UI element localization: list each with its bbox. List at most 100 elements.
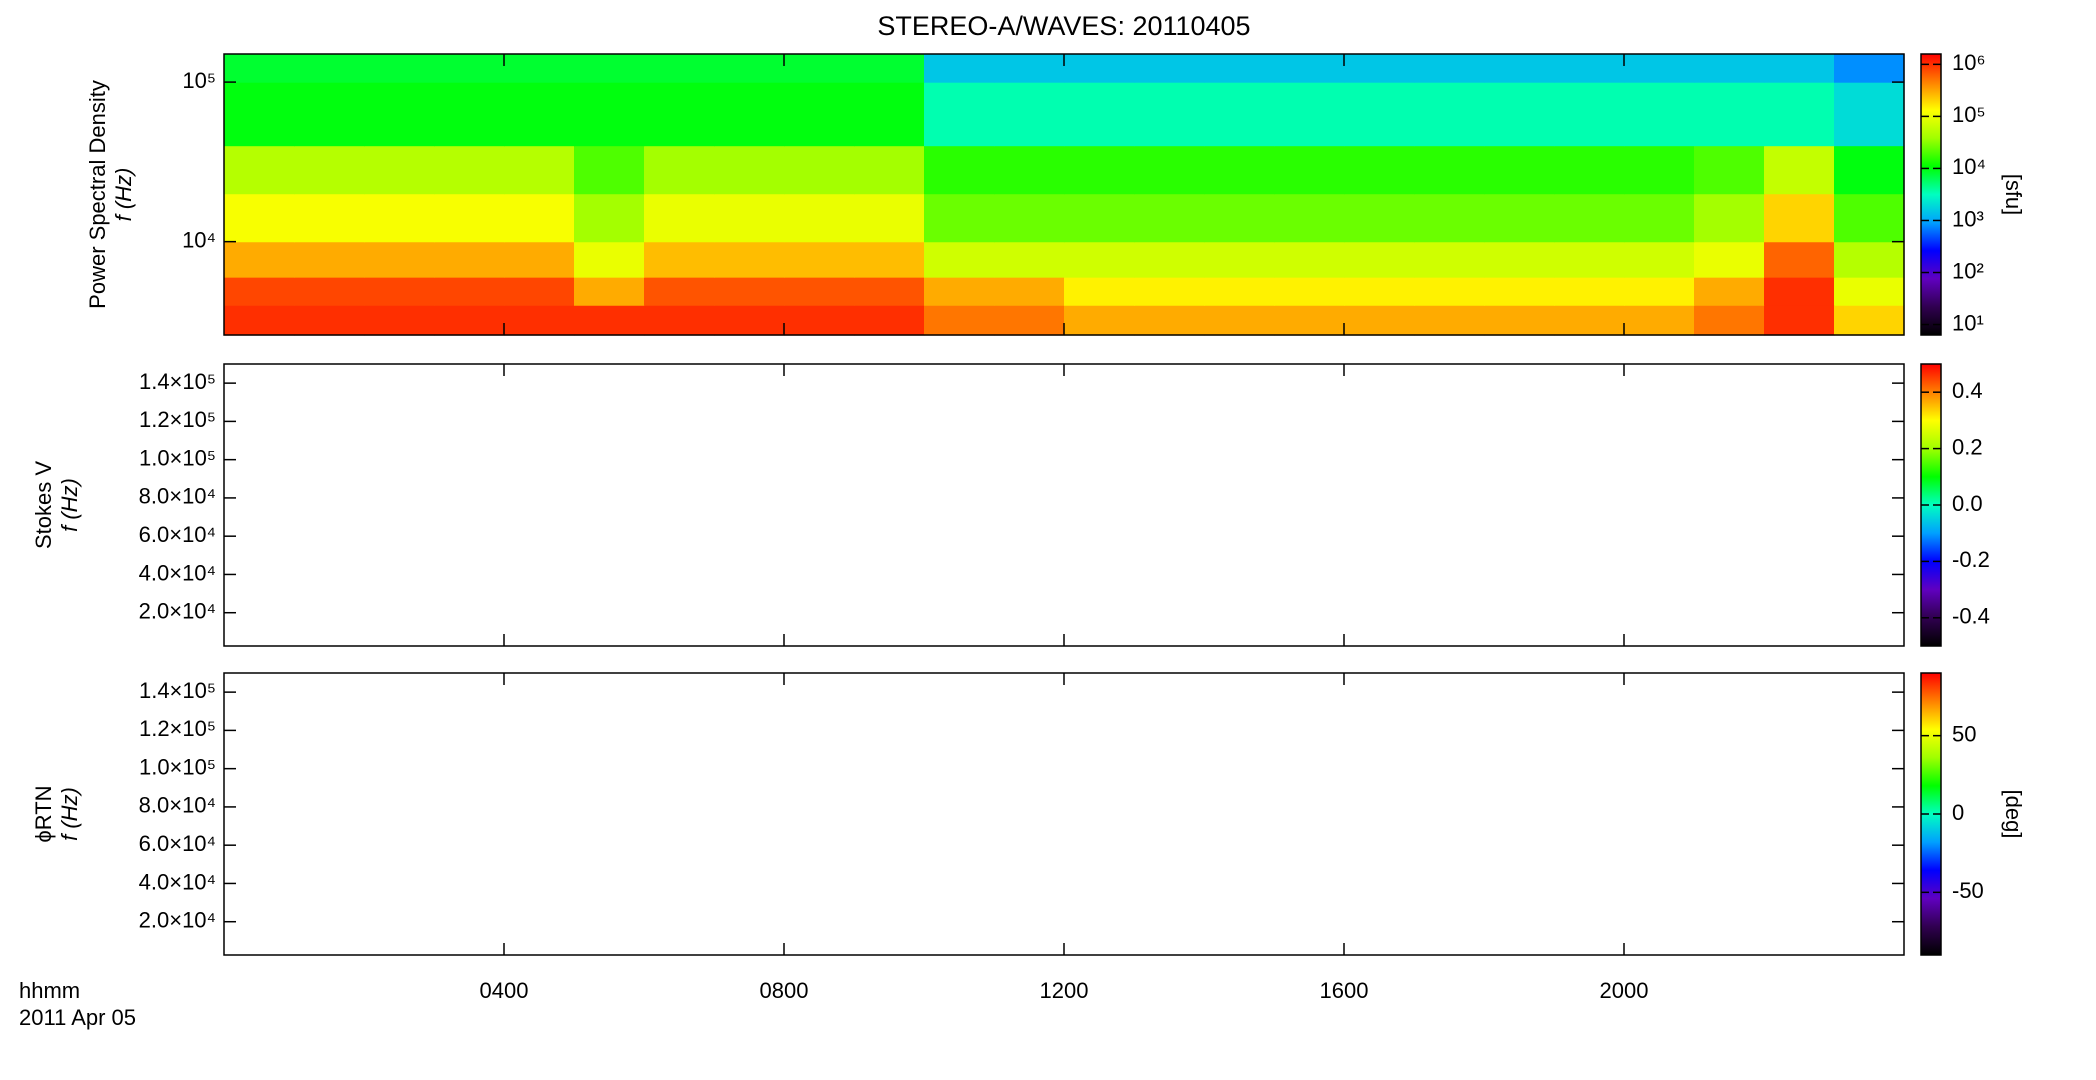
heat-cell	[994, 241, 1065, 278]
heat-cell	[644, 54, 715, 83]
heat-cell	[364, 193, 435, 243]
heat-cell	[1344, 241, 1415, 278]
heat-cell	[854, 241, 925, 278]
heat-cell	[1484, 193, 1555, 243]
heat-cell	[434, 145, 505, 195]
y-axis-label: ϕRTN	[31, 785, 56, 842]
colorbar-tick-label: 0.4	[1952, 378, 1983, 403]
heat-cell	[924, 305, 995, 336]
heat-cell	[1064, 277, 1135, 306]
heat-cell	[1134, 277, 1205, 306]
heat-cell	[364, 145, 435, 195]
heat-cell	[294, 305, 365, 336]
heat-cell	[1204, 82, 1275, 147]
heat-cell	[714, 54, 785, 83]
heat-cell	[644, 305, 715, 336]
heat-cell	[994, 82, 1065, 147]
heat-cell	[224, 54, 295, 83]
heat-cell	[1764, 305, 1835, 336]
colorbar-tick-label: 10¹	[1952, 310, 1984, 335]
heat-cell	[784, 305, 855, 336]
heat-cell	[1694, 82, 1765, 147]
y-axis-label: f (Hz)	[57, 787, 82, 841]
heat-cell	[714, 193, 785, 243]
heat-cell	[1554, 241, 1625, 278]
heat-cell	[714, 305, 785, 336]
heat-cell	[294, 54, 365, 83]
heat-cell	[574, 54, 645, 83]
x-tick-label: 1600	[1320, 978, 1369, 1003]
heat-cell	[1414, 82, 1485, 147]
heat-cell	[994, 305, 1065, 336]
heat-cell	[1624, 82, 1695, 147]
heat-cell	[1834, 193, 1905, 243]
heat-cell	[1064, 193, 1135, 243]
heat-cell	[1204, 305, 1275, 336]
heat-cell	[714, 277, 785, 306]
colorbar-tick-label: 10⁵	[1952, 102, 1986, 127]
heat-cell	[574, 305, 645, 336]
heat-cell	[364, 82, 435, 147]
heat-cell	[644, 277, 715, 306]
heat-cell	[994, 145, 1065, 195]
heat-cell	[994, 277, 1065, 306]
heat-cell	[924, 145, 995, 195]
heat-cell	[1204, 145, 1275, 195]
heat-cell	[1624, 305, 1695, 336]
heat-cell	[1834, 241, 1905, 278]
heat-cell	[1764, 82, 1835, 147]
heat-cell	[434, 193, 505, 243]
heat-cell	[1344, 305, 1415, 336]
heat-cell	[1694, 193, 1765, 243]
y-tick-label: 4.0×10⁴	[139, 869, 216, 894]
heat-cell	[1414, 145, 1485, 195]
heat-cell	[854, 54, 925, 83]
heat-cell	[1694, 277, 1765, 306]
heat-cell	[644, 241, 715, 278]
y-tick-label: 8.0×10⁴	[139, 484, 216, 509]
heat-cell	[1134, 305, 1205, 336]
heat-cell	[1764, 193, 1835, 243]
heat-cell	[364, 241, 435, 278]
heat-cell	[1344, 193, 1415, 243]
heat-cell	[1134, 241, 1205, 278]
heat-cell	[504, 241, 575, 278]
heat-cell	[784, 145, 855, 195]
y-tick-label: 6.0×10⁴	[139, 522, 216, 547]
heat-cell	[1554, 277, 1625, 306]
y-tick-label: 1.4×10⁵	[139, 369, 216, 394]
heat-cell	[1834, 54, 1905, 83]
heat-cell	[1834, 305, 1905, 336]
plot-frame	[223, 672, 1905, 956]
x-tick-label: 0800	[760, 978, 809, 1003]
heat-cell	[924, 277, 995, 306]
heat-cell	[434, 82, 505, 147]
plot-frame	[223, 363, 1905, 647]
y-tick-label: 1.2×10⁵	[139, 407, 216, 432]
y-tick-label: 1.0×10⁵	[139, 754, 216, 779]
heat-cell	[1764, 145, 1835, 195]
heat-cell	[1274, 82, 1345, 147]
heat-cell	[1204, 54, 1275, 83]
heat-cell	[434, 241, 505, 278]
heat-cell	[1134, 193, 1205, 243]
heat-cell	[644, 145, 715, 195]
heat-cell	[1274, 241, 1345, 278]
heat-cell	[1134, 145, 1205, 195]
heat-cell	[294, 145, 365, 195]
y-tick-label: 2.0×10⁴	[139, 599, 216, 624]
colorbar-tick-label: 10⁴	[1952, 154, 1986, 179]
colorbar-label: [sfu]	[2001, 174, 2026, 216]
heat-cell	[294, 82, 365, 147]
heat-cell	[854, 82, 925, 147]
heat-cell	[224, 241, 295, 278]
heat-cell	[1204, 241, 1275, 278]
heat-cell	[1554, 54, 1625, 83]
heat-cell	[364, 277, 435, 306]
y-tick-label: 8.0×10⁴	[139, 793, 216, 818]
heat-cell	[574, 277, 645, 306]
heat-cell	[1834, 277, 1905, 306]
heat-cell	[1064, 305, 1135, 336]
heat-cell	[1064, 145, 1135, 195]
